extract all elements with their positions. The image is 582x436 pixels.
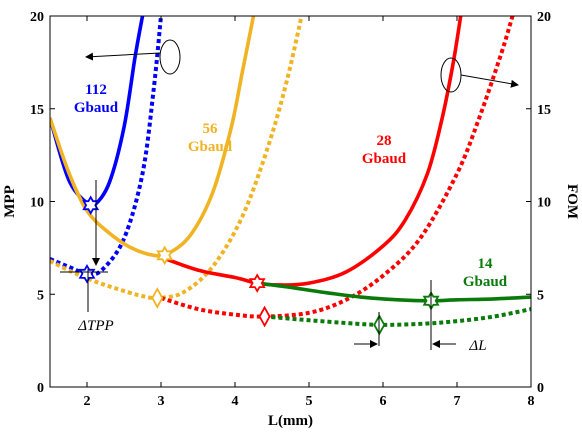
x-tick-label: 5 — [306, 394, 313, 409]
mpp-axis-arrow — [85, 52, 161, 61]
series-layer — [50, 16, 531, 327]
series-label-56: 56 — [203, 121, 219, 137]
y-right-tick-label: 5 — [537, 288, 544, 303]
series-label-56: Gbaud — [188, 139, 233, 155]
x-tick-label: 6 — [380, 394, 387, 409]
y-tick-label: 0 — [37, 381, 44, 396]
marker-28-optimum-star — [248, 273, 266, 293]
plot-frame — [49, 15, 532, 388]
x-tick-label: 2 — [84, 394, 91, 409]
y-axis-label-right: FOM — [564, 184, 580, 219]
marker-layer — [78, 195, 440, 336]
y-tick-label: 20 — [30, 10, 44, 25]
marker-28-fom-diamond — [258, 305, 271, 328]
x-tick-label: 8 — [528, 394, 535, 409]
x-axis-label: L(mm) — [268, 413, 313, 429]
series-112-mpp-solid — [50, 16, 145, 210]
y-right-tick-label: 0 — [537, 381, 544, 396]
series-label-112: Gbaud — [74, 100, 119, 116]
marker-112-fom-star — [78, 263, 96, 284]
series-label-112: 112 — [85, 82, 107, 98]
series-28-mpp-solid — [160, 16, 463, 287]
marker-56-optimum-star — [156, 245, 174, 266]
series-112-fom-dotted — [50, 16, 163, 277]
series-label-28: Gbaud — [362, 151, 407, 167]
series-28-fom-dotted — [160, 16, 515, 319]
series-label-14: 14 — [478, 256, 494, 272]
y-right-tick-label: 10 — [537, 196, 551, 211]
axes-layer — [49, 15, 532, 388]
series-label-28: 28 — [377, 133, 392, 149]
series-56-fom-dotted — [50, 16, 304, 301]
mpp-axis-ellipse — [159, 39, 181, 75]
marker-112-optimum-star — [82, 195, 100, 216]
x-tick-label: 3 — [158, 394, 165, 409]
y-right-tick-label: 15 — [537, 103, 551, 118]
y-tick-label: 15 — [30, 103, 44, 118]
y-axis-label-left: MPP — [2, 185, 18, 217]
x-tick-label: 4 — [232, 394, 239, 409]
series-14-fom-dotted — [264, 307, 531, 327]
series-56-mpp-solid — [50, 16, 256, 258]
x-tick-label: 7 — [454, 394, 461, 409]
series-14-mpp-solid — [256, 281, 531, 303]
marker-56-fom-diamond — [151, 287, 164, 309]
y-tick-label: 10 — [30, 196, 44, 211]
fom-axis-arrow — [460, 74, 519, 88]
annotation-layer — [60, 39, 519, 350]
delta-tpp-label: ΔTPP — [77, 318, 113, 334]
y-right-tick-label: 20 — [537, 10, 551, 25]
delta-l-label: ΔL — [468, 338, 486, 354]
series-label-14: Gbaud — [463, 274, 508, 290]
y-tick-label: 5 — [37, 288, 44, 303]
